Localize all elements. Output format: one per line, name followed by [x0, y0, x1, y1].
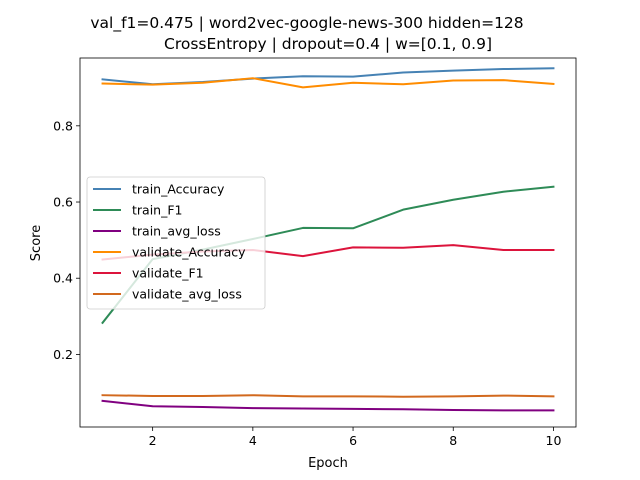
- legend: train_Accuracy train_F1 train_avg_lossvali…: [86, 176, 266, 310]
- legend-label-validate_avg_loss: validate_avg_loss: [132, 287, 242, 302]
- y-tick-label: 0.8: [53, 118, 73, 133]
- x-axis-label: Epoch: [308, 456, 348, 471]
- y-axis-label: Score: [29, 225, 44, 261]
- x-tick-label: 8: [449, 433, 457, 448]
- y-tick-label: 0.6: [53, 195, 73, 210]
- legend-label-validate_Accuracy: validate_Accuracy: [132, 245, 246, 260]
- legend-label-validate_F1: validate_F1: [132, 266, 204, 281]
- legend-box: [86, 176, 266, 310]
- x-tick-label: 6: [349, 433, 357, 448]
- legend-label-train_F1: train_F1: [132, 203, 183, 218]
- series-line-validate_Accuracy: [101, 77, 555, 89]
- chart-title-line2: CrossEntropy | dropout=0.4 | w=[0.1, 0.9…: [164, 35, 492, 53]
- series-line-train_avg_loss: [101, 399, 555, 412]
- x-tick-label: 10: [546, 433, 562, 448]
- x-tick-label: 4: [249, 433, 257, 448]
- chart-title-line1: val_f1=0.475 | word2vec-google-news-300 …: [90, 14, 523, 33]
- y-tick-label: 0.2: [53, 347, 73, 362]
- axes-frame: [79, 57, 577, 428]
- plot-area: 2 4 6 8 10 0.2 0.4 0.6 0.8: [53, 57, 577, 448]
- y-tick-label: 0.4: [53, 271, 73, 286]
- series-line-validate_avg_loss: [101, 394, 555, 398]
- legend-label-train_avg_loss: train_avg_loss: [132, 224, 221, 239]
- x-tick-label: 2: [149, 433, 157, 448]
- legend-label-train_Accuracy: train_Accuracy: [132, 182, 225, 197]
